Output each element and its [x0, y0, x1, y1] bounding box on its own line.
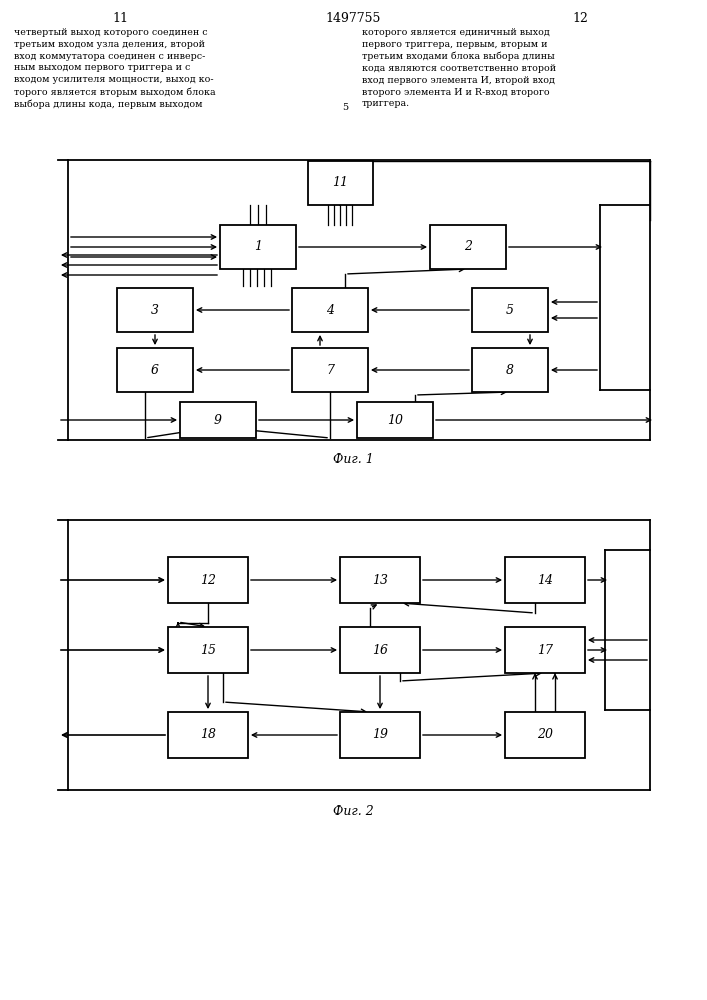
Bar — [472, 348, 548, 392]
Text: 7: 7 — [326, 363, 334, 376]
Text: 12: 12 — [572, 12, 588, 25]
Text: которого является единичный выход
первого триггера, первым, вторым и
третьим вхо: которого является единичный выход первог… — [362, 28, 556, 108]
Bar — [168, 557, 248, 603]
Bar — [292, 348, 368, 392]
Text: 14: 14 — [537, 574, 553, 586]
Text: Фиг. 2: Фиг. 2 — [332, 805, 373, 818]
Bar — [357, 402, 433, 438]
Bar — [505, 557, 585, 603]
Bar — [505, 712, 585, 758]
Bar — [430, 225, 506, 269]
Text: 8: 8 — [506, 363, 514, 376]
Bar — [472, 288, 548, 332]
Bar — [340, 712, 420, 758]
Bar — [340, 627, 420, 673]
Bar — [180, 402, 256, 438]
Text: 18: 18 — [200, 728, 216, 742]
Text: 9: 9 — [214, 414, 222, 426]
Bar — [340, 557, 420, 603]
Text: 11: 11 — [332, 176, 348, 190]
Text: четвертый выход которого соединен с
третьим входом узла деления, второй
вход ком: четвертый выход которого соединен с трет… — [14, 28, 216, 109]
Text: 13: 13 — [372, 574, 388, 586]
Bar — [308, 161, 373, 205]
Text: 11: 11 — [112, 12, 128, 25]
Text: 3: 3 — [151, 304, 159, 316]
Bar — [117, 288, 193, 332]
Text: 19: 19 — [372, 728, 388, 742]
Text: Фиг. 1: Фиг. 1 — [332, 453, 373, 466]
Text: 17: 17 — [537, 644, 553, 656]
Bar — [117, 348, 193, 392]
Text: 5: 5 — [506, 304, 514, 316]
Text: 5: 5 — [342, 104, 348, 112]
Bar — [220, 225, 296, 269]
Text: 2: 2 — [464, 240, 472, 253]
Text: 4: 4 — [326, 304, 334, 316]
Bar — [168, 627, 248, 673]
Bar — [168, 712, 248, 758]
Bar — [505, 627, 585, 673]
Text: 1497755: 1497755 — [325, 12, 380, 25]
Text: 12: 12 — [200, 574, 216, 586]
Bar — [292, 288, 368, 332]
Text: 1: 1 — [254, 240, 262, 253]
Text: 15: 15 — [200, 644, 216, 656]
Text: 20: 20 — [537, 728, 553, 742]
Text: 6: 6 — [151, 363, 159, 376]
Text: 16: 16 — [372, 644, 388, 656]
Text: 10: 10 — [387, 414, 403, 426]
